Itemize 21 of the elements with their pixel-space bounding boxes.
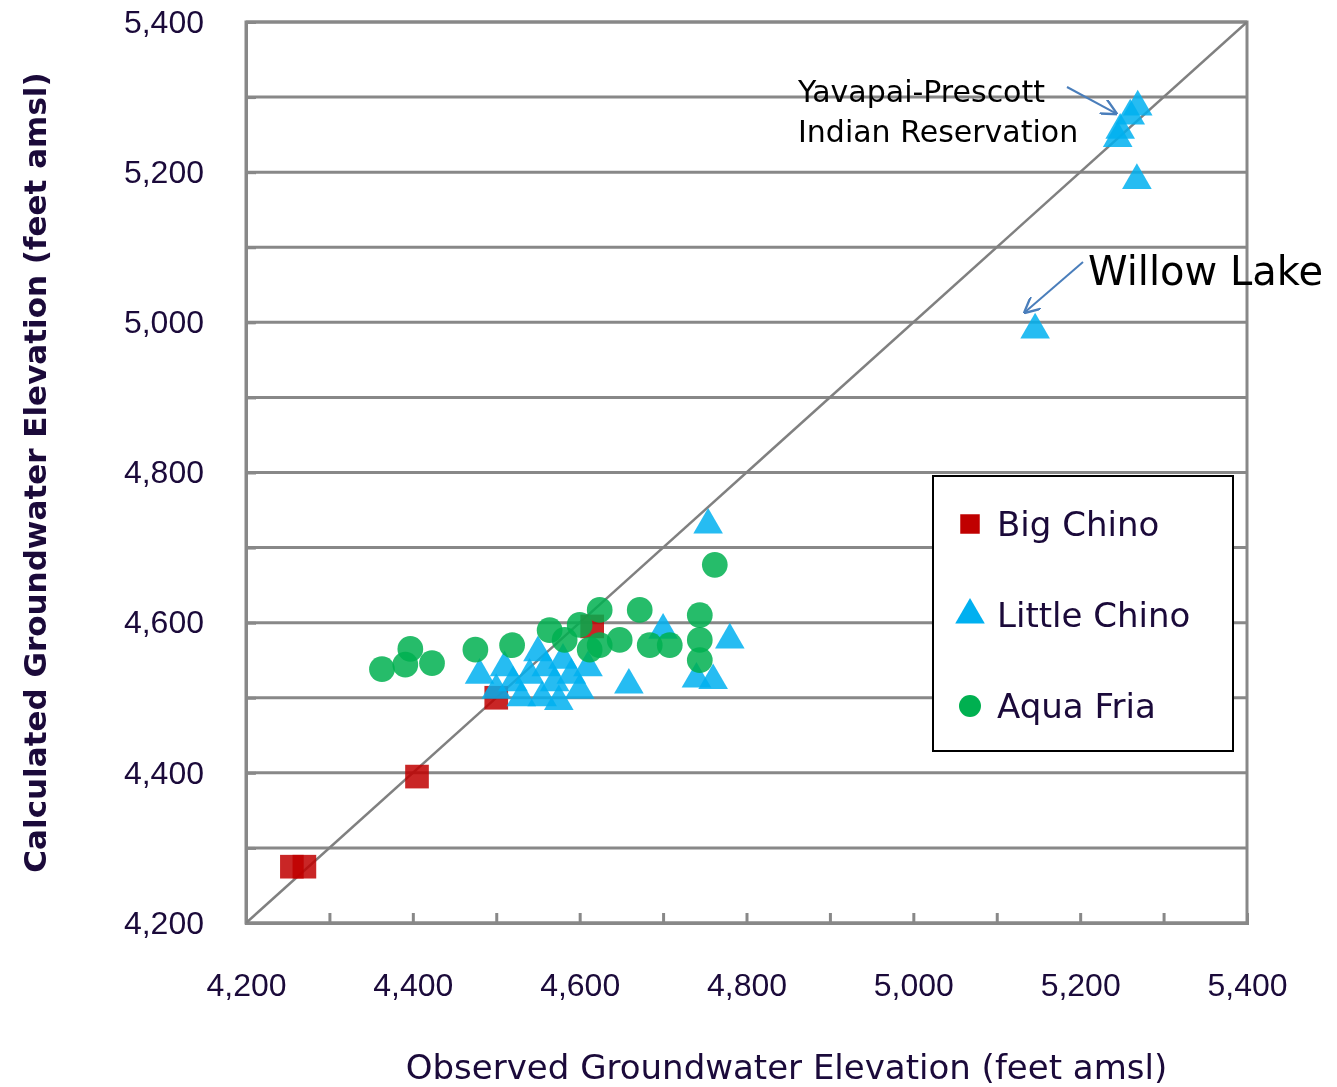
annotation: Willow Lake bbox=[1088, 248, 1324, 294]
x-tick-label: 5,400 bbox=[1207, 966, 1288, 1003]
y-tick-label: 5,000 bbox=[123, 304, 204, 341]
x-tick-label: 4,200 bbox=[206, 966, 287, 1003]
y-tick-label: 4,400 bbox=[123, 754, 204, 791]
x-tick-label: 5,000 bbox=[873, 966, 954, 1003]
annotation: Yavapai-Prescott Indian Reservation bbox=[797, 74, 1079, 149]
legend-label: Aqua Fria bbox=[997, 686, 1156, 726]
legend-label: Little Chino bbox=[997, 595, 1191, 635]
y-tick-label: 4,600 bbox=[123, 604, 204, 641]
x-tick-label: 5,200 bbox=[1040, 966, 1121, 1003]
x-tick-label: 4,800 bbox=[706, 966, 788, 1003]
legend-label: Big Chino bbox=[997, 504, 1160, 544]
y-tick-label: 4,800 bbox=[123, 454, 204, 491]
y-axis-title: Calculated Groundwater Elevation (feet amsl) bbox=[17, 72, 53, 873]
y-tick-label: 5,400 bbox=[123, 3, 204, 40]
x-tick-label: 4,400 bbox=[373, 966, 454, 1003]
x-axis-title: Observed Groundwater Elevation (feet amsl) bbox=[405, 1047, 1168, 1087]
y-tick-label: 4,200 bbox=[123, 904, 204, 941]
x-tick-label: 4,600 bbox=[540, 966, 621, 1003]
y-tick-label: 5,200 bbox=[123, 153, 204, 190]
